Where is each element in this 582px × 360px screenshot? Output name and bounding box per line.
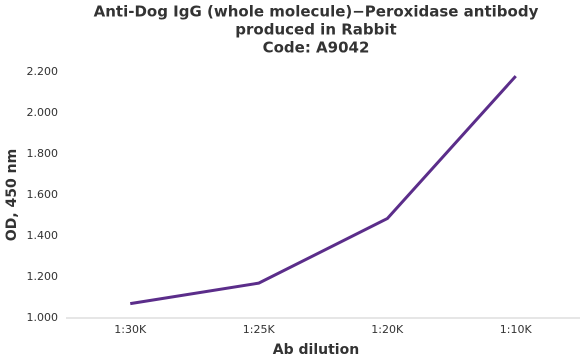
y-tick-label: 1.600 [27,188,59,201]
y-tick-label: 2.200 [27,65,59,78]
x-tick-label: 1:25K [243,323,276,336]
chart-title: Anti-Dog IgG (whole molecule)−Peroxidase… [94,3,539,21]
y-tick-label: 2.000 [27,106,59,119]
chart-title: produced in Rabbit [235,21,396,39]
line [130,75,517,306]
y-tick-label: 1.800 [27,147,59,160]
chart-title: Code: A9042 [263,39,370,57]
y-axis-title: OD, 450 nm [4,149,20,241]
y-tick-label: 1.400 [27,229,59,242]
x-tick-label: 1:10K [500,323,533,336]
x-axis-title: Ab dilution [273,342,359,358]
x-tick-label: 1:30K [114,323,147,336]
y-tick-label: 1.000 [27,311,59,324]
y-tick-label: 1.200 [27,270,59,283]
x-tick-label: 1:20K [371,323,404,336]
